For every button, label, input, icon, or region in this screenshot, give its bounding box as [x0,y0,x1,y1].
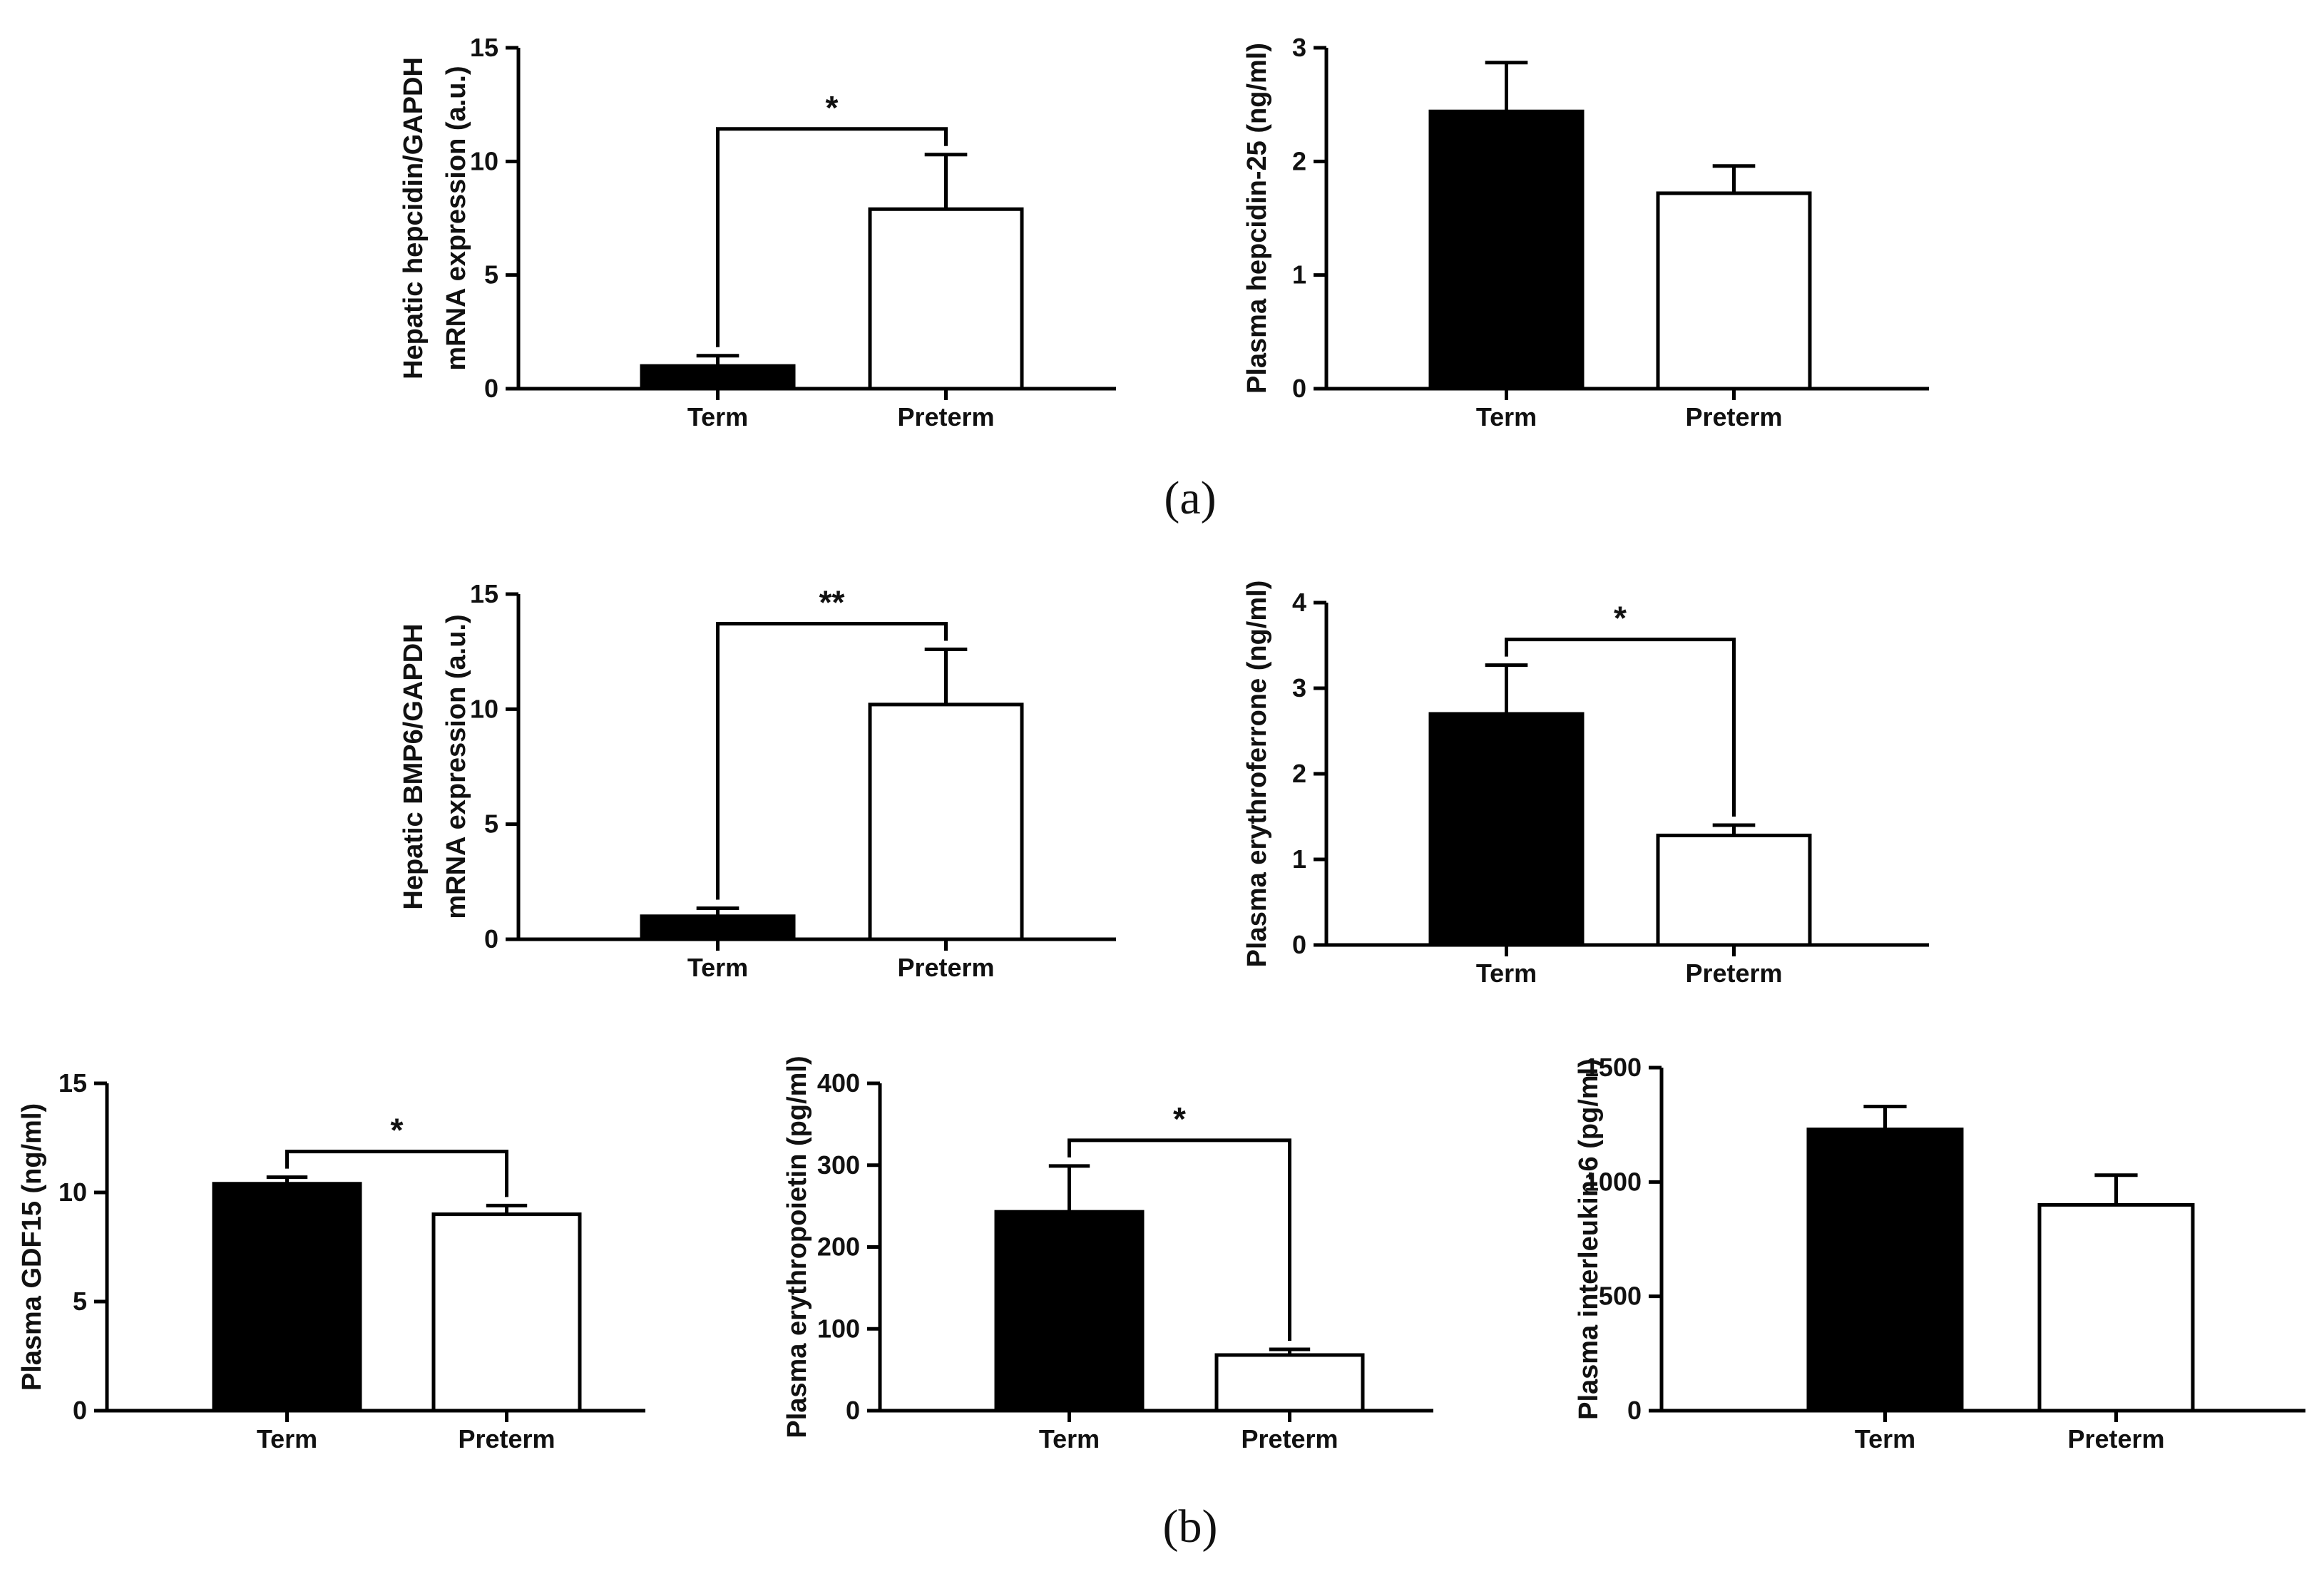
y-axis-label: mRNA expression (a.u.) [441,614,471,919]
significance-bracket-line [1068,1138,1291,1341]
y-tick-label: 15 [470,579,498,608]
y-axis-label: Plasma GDF15 (ng/ml) [17,1103,47,1391]
y-tick-label: 1 [1292,844,1306,874]
significance-marker: * [1614,600,1627,637]
y-tick-label: 10 [470,694,498,723]
y-tick-label: 0 [1627,1396,1642,1425]
significance-bracket: * [1068,1100,1291,1341]
chart-a2: 0 1 2 3 Plasma hepcidin-25 (ng/ml) Term Preter… [1242,33,1929,431]
significance-bracket: ** [716,583,948,900]
y-tick-label: 100 [817,1314,860,1343]
x-category-label: Term [1476,959,1537,988]
y-tick-label: 4 [1292,588,1306,617]
y-tick-label: 400 [817,1068,860,1098]
bar-term [640,364,796,391]
y-tick-label: 5 [484,260,498,290]
x-category-label: Preterm [1685,402,1782,431]
y-tick-label: 10 [58,1177,87,1207]
x-category-label: Term [687,402,748,431]
bar-term [1806,1128,1964,1413]
significance-bracket: * [716,89,948,347]
bar-preterm [431,1212,582,1413]
y-tick-label: 1 [1292,260,1306,290]
chart-a1: 0 5 10 15 Hepatic hepcidin/GAPDH mRNA express… [399,33,1116,431]
y-tick-label: 5 [73,1287,87,1316]
y-tick-label: 0 [1292,374,1306,403]
y-axis-label: Plasma erythroferrone (ng/ml) [1242,581,1272,968]
bar-preterm [868,702,1024,941]
x-category-label: Preterm [897,953,994,982]
y-tick-label: 0 [1292,930,1306,959]
y-tick-label: 200 [817,1232,860,1262]
x-category-label: Preterm [897,402,994,431]
y-axis-label: Hepatic BMP6/GAPDH [399,623,429,909]
x-category-label: Preterm [1241,1424,1338,1453]
y-tick-label: 15 [470,33,498,62]
bar-preterm [2037,1202,2195,1413]
panel-label-a: (a) [1164,472,1216,524]
bar-term [212,1182,362,1413]
x-category-label: Term [257,1424,317,1453]
x-category-label: Term [1855,1424,1915,1453]
y-tick-label: 3 [1292,33,1306,62]
y-tick-label: 2 [1292,759,1306,788]
chart-b1: 0 5 10 15 Hepatic BMP6/GAPDH mRNA expression … [399,579,1116,982]
y-axis-label: mRNA expression (a.u.) [441,66,471,370]
significance-bracket-line [1505,638,1736,817]
y-axis-label: Plasma erythropoietin (pg/ml) [782,1056,812,1438]
x-category-label: Preterm [1685,959,1782,988]
bar-preterm [1656,191,1812,391]
significance-bracket: * [1505,600,1736,817]
y-tick-label: 15 [58,1068,87,1098]
bar-preterm [1214,1353,1365,1413]
y-axis-label: Plasma interleukin-6 (pg/ml) [1574,1058,1604,1420]
y-tick-label: 0 [484,924,498,954]
significance-marker: * [391,1112,404,1149]
bar-term [640,914,796,941]
bar-term [994,1210,1145,1413]
bar-preterm [868,207,1024,391]
x-category-label: Term [1039,1424,1100,1453]
bar-term [1428,109,1585,391]
y-axis-label: Hepatic hepcidin/GAPDH [399,57,429,379]
y-tick-label: 1500 [1585,1053,1642,1082]
y-tick-label: 0 [484,374,498,403]
y-tick-label: 500 [1599,1282,1642,1311]
x-category-label: Preterm [458,1424,555,1453]
bar-preterm [1656,833,1812,947]
y-tick-label: 300 [817,1150,860,1180]
significance-bracket-line [716,127,948,347]
y-tick-label: 10 [470,146,498,175]
x-category-label: Preterm [2067,1424,2164,1453]
y-tick-label: 3 [1292,673,1306,702]
significance-bracket-line [285,1150,508,1197]
significance-marker: * [826,89,839,126]
x-category-label: Term [687,953,748,982]
significance-bracket-line [716,621,948,900]
panel-label-b: (b) [1163,1501,1218,1553]
y-tick-label: 2 [1292,146,1306,175]
y-axis-label: Plasma hepcidin-25 (ng/ml) [1242,43,1272,394]
chart-b3: 0 5 10 15 Plasma GDF15 (ng/ml) Term Preterm * [17,1068,645,1453]
y-tick-label: 5 [484,809,498,839]
x-category-label: Term [1476,402,1537,431]
significance-bracket: * [285,1112,508,1197]
y-tick-label: 0 [73,1396,87,1425]
chart-b2: 0 1 2 3 4 Plasma erythroferrone (ng/ml) Term Pr… [1242,581,1929,988]
significance-marker: ** [819,583,845,620]
y-tick-label: 0 [846,1396,860,1425]
significance-marker: * [1173,1100,1186,1138]
y-tick-label: 1000 [1585,1167,1642,1196]
bar-term [1428,712,1585,947]
